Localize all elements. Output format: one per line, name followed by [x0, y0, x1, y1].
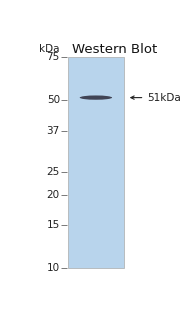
Text: kDa: kDa: [39, 44, 60, 54]
Text: Western Blot: Western Blot: [72, 43, 158, 56]
Text: 37: 37: [47, 126, 60, 136]
Text: 51kDa: 51kDa: [147, 93, 181, 103]
Text: 15: 15: [47, 221, 60, 231]
Text: 20: 20: [47, 190, 60, 201]
Text: 10: 10: [47, 263, 60, 273]
Text: 75: 75: [47, 52, 60, 62]
Text: 50: 50: [47, 95, 60, 105]
Ellipse shape: [80, 95, 112, 100]
Text: 25: 25: [47, 167, 60, 177]
FancyBboxPatch shape: [68, 57, 124, 268]
